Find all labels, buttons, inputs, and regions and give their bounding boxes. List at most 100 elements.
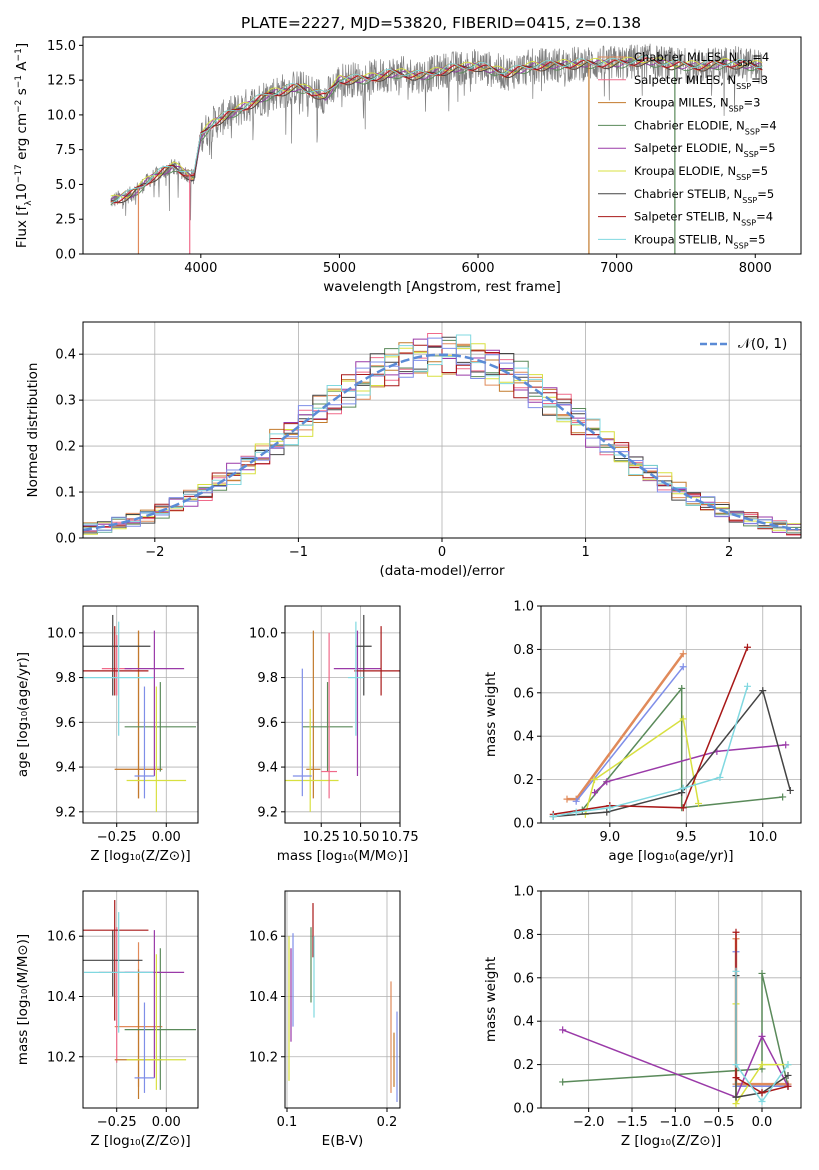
chart-mass-vs-Z: −0.25 0.00 10.2 10.4 10.6 Z [log₁₀(Z/Z⊙)] mass…	[15, 890, 199, 1149]
legend-sub: SSP	[736, 173, 751, 182]
y-tick-label: 2.5	[55, 213, 76, 228]
legend-sub: SSP	[734, 241, 749, 250]
y-tick-label: 9.4	[257, 761, 278, 776]
legend-entry: 𝒩(0, 1)	[738, 336, 787, 352]
weight-marker	[758, 1097, 766, 1105]
x-axis-label: Z [log₁₀(Z/Z⊙)]	[90, 1133, 190, 1149]
legend-sub: SSP	[736, 81, 751, 90]
y-tick-label: 12.5	[47, 74, 76, 89]
residual-histogram	[83, 334, 801, 534]
axes-frame	[284, 890, 401, 1109]
weight-marker	[603, 808, 611, 816]
y-tick-label: 0.4	[55, 348, 76, 363]
figure-title: PLATE=2227, MJD=53820, FIBERID=0415, z=0…	[241, 14, 641, 32]
weight-marker	[782, 741, 790, 749]
weight-marker	[732, 1100, 740, 1108]
y-tick-label: 10.2	[47, 1050, 76, 1065]
x-axis-label: age [log₁₀(age/yr)]	[608, 848, 733, 864]
legend-suffix: =5	[757, 187, 774, 201]
legend-label: Chabrier STELIB, N	[634, 187, 742, 201]
legend-entry: Kroupa MILES, NSSP=3	[634, 96, 760, 114]
weight-marker	[784, 1071, 792, 1079]
legend-entry: Chabrier ELODIE, NSSP=4	[634, 118, 777, 136]
x-tick-label: 6000	[461, 261, 494, 276]
y-tick-label: 15.0	[47, 39, 76, 54]
y-axis-label-part: erg cm	[14, 113, 30, 164]
legend-entry: Kroupa STELIB, NSSP=5	[634, 232, 765, 250]
weight-marker	[758, 1061, 766, 1069]
weight-series	[553, 688, 792, 818]
legend-entry: Salpeter ELODIE, NSSP=5	[634, 141, 776, 159]
axes-frame	[540, 890, 802, 1109]
x-tick-label: 10.75	[381, 830, 418, 845]
y-tick-label: 10.2	[249, 1050, 278, 1065]
y-tick-label: 7.5	[55, 143, 76, 158]
x-tick-label: 10.25	[303, 830, 340, 845]
legend-entry: Salpeter MILES, NSSP=3	[634, 73, 768, 91]
y-tick-label: 0.2	[513, 1058, 534, 1073]
legend-suffix: =5	[749, 232, 766, 246]
y-axis-label-part: 10	[14, 183, 30, 200]
legend: Chabrier MILES, NSSP=4 Salpeter MILES, NS…	[598, 50, 777, 250]
weight-series	[562, 1029, 789, 1099]
x-tick-label: 0.00	[152, 1115, 181, 1130]
y-tick-label: 10.6	[249, 930, 278, 945]
legend-entry: Chabrier MILES, NSSP=4	[634, 50, 769, 68]
x-tick-label: 10.0	[748, 830, 777, 845]
weight-marker	[678, 684, 686, 692]
weight-marker	[679, 804, 687, 812]
legend-label: Kroupa ELODIE, N	[634, 164, 736, 178]
y-tick-label: 0.6	[513, 686, 534, 701]
x-tick-label: −2	[145, 545, 164, 560]
y-tick-label: 10.4	[47, 990, 76, 1005]
y-axis-label: Normed distribution	[25, 363, 41, 498]
weight-marker	[758, 1089, 766, 1097]
y-tick-label: 1.0	[513, 600, 534, 615]
legend-suffix: =3	[744, 96, 761, 110]
y-tick-label: 0.0	[513, 817, 534, 832]
legend-entry: Kroupa ELODIE, NSSP=5	[634, 164, 768, 182]
legend-sub: SSP	[745, 127, 760, 136]
weight-marker	[549, 812, 557, 820]
x-tick-label: 0.2	[377, 1115, 398, 1130]
x-tick-label: −1.5	[616, 1115, 648, 1130]
model-spectrum	[110, 59, 763, 204]
y-axis-label-part: s	[14, 88, 30, 99]
legend-sub: SSP	[744, 150, 759, 159]
weight-series	[575, 666, 684, 802]
weight-marker	[606, 804, 614, 812]
axes-frame	[82, 605, 199, 824]
x-axis-label: mass [log₁₀(M/M⊙)]	[277, 848, 408, 864]
chart-residuals: −2 −1 0 1 2 0.0 0.1 0.2 0.3 0.4 (data-model)/error…	[25, 321, 802, 579]
residual-histogram	[83, 337, 801, 531]
axes-frame	[82, 890, 199, 1109]
x-tick-label: 0.0	[752, 1115, 773, 1130]
panels: 4000 5000 6000 7000 80000.02.55.07.510.012.5…	[14, 36, 802, 1149]
legend-suffix: =3	[751, 73, 768, 87]
y-tick-label: 10.0	[47, 108, 76, 123]
x-tick-label: 9.5	[676, 830, 697, 845]
y-tick-label: 0.2	[55, 440, 76, 455]
axes-frame	[82, 36, 802, 255]
weight-series	[594, 744, 786, 794]
x-tick-label: 5000	[323, 261, 356, 276]
weight-marker	[679, 663, 687, 671]
weight-marker	[716, 773, 724, 781]
y-tick-label: 0.8	[513, 643, 534, 658]
weight-marker	[758, 1032, 766, 1040]
legend-sub: SSP	[742, 195, 757, 204]
chart-spectrum: 4000 5000 6000 7000 8000 0.0 2.5 5.0 7.5 10.0 12.5…	[14, 36, 802, 295]
x-tick-label: 0	[438, 545, 446, 560]
y-axis-label-part: λ	[24, 200, 34, 206]
observed-spectrum	[110, 43, 763, 221]
gaussian-curve	[82, 353, 799, 532]
x-tick-label: 10.50	[342, 830, 379, 845]
y-tick-label: 0.8	[513, 928, 534, 943]
weight-marker	[732, 1074, 740, 1082]
model-spectrum	[110, 57, 763, 204]
y-axis-label: mass weight	[483, 957, 499, 1042]
legend-suffix: =5	[751, 164, 768, 178]
y-tick-label: 0.0	[55, 532, 76, 547]
legend-sub: SSP	[741, 218, 756, 227]
